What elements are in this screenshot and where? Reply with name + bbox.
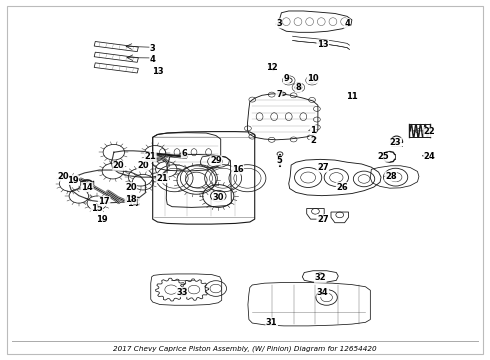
Text: 7: 7 <box>276 90 282 99</box>
Text: 31: 31 <box>266 318 277 327</box>
Text: 10: 10 <box>307 74 319 83</box>
Text: 34: 34 <box>317 288 329 297</box>
Text: 17: 17 <box>98 197 110 206</box>
Text: 4: 4 <box>344 19 350 28</box>
Text: 1: 1 <box>310 126 316 135</box>
Text: 20: 20 <box>57 172 69 181</box>
Text: 15: 15 <box>91 204 103 213</box>
Text: 20: 20 <box>113 161 124 170</box>
Text: 6: 6 <box>181 149 187 158</box>
Text: 29: 29 <box>210 156 221 165</box>
Text: 23: 23 <box>390 138 401 147</box>
Text: 32: 32 <box>315 273 326 282</box>
Text: 3: 3 <box>150 44 155 53</box>
Text: 3: 3 <box>276 19 282 28</box>
Text: 8: 8 <box>295 83 301 92</box>
Text: 13: 13 <box>317 40 329 49</box>
Text: 25: 25 <box>378 152 390 161</box>
Text: 21: 21 <box>156 174 168 183</box>
Text: 27: 27 <box>317 163 329 172</box>
Text: 2: 2 <box>310 136 316 145</box>
Text: 27: 27 <box>317 215 329 224</box>
Text: 12: 12 <box>266 63 278 72</box>
Text: 18: 18 <box>125 195 137 204</box>
Text: 16: 16 <box>232 165 244 174</box>
Text: 19: 19 <box>67 176 78 185</box>
Text: 30: 30 <box>213 193 224 202</box>
Text: 19: 19 <box>96 215 107 224</box>
Text: 2017 Chevy Caprice Piston Assembly, (W/ Pinion) Diagram for 12654420: 2017 Chevy Caprice Piston Assembly, (W/ … <box>113 346 377 352</box>
Text: 21: 21 <box>145 152 156 161</box>
Text: 22: 22 <box>424 127 436 136</box>
Text: 5: 5 <box>276 156 282 165</box>
Text: 14: 14 <box>81 183 93 192</box>
Text: 33: 33 <box>176 288 188 297</box>
Text: 20: 20 <box>137 161 149 170</box>
Text: 24: 24 <box>424 152 436 161</box>
Text: 9: 9 <box>283 74 289 83</box>
Text: 28: 28 <box>385 172 396 181</box>
Text: 26: 26 <box>336 183 348 192</box>
Text: 20: 20 <box>125 183 137 192</box>
Text: 14: 14 <box>127 199 139 208</box>
Text: 11: 11 <box>346 92 358 101</box>
Text: 4: 4 <box>150 54 156 63</box>
Text: 13: 13 <box>152 67 163 76</box>
